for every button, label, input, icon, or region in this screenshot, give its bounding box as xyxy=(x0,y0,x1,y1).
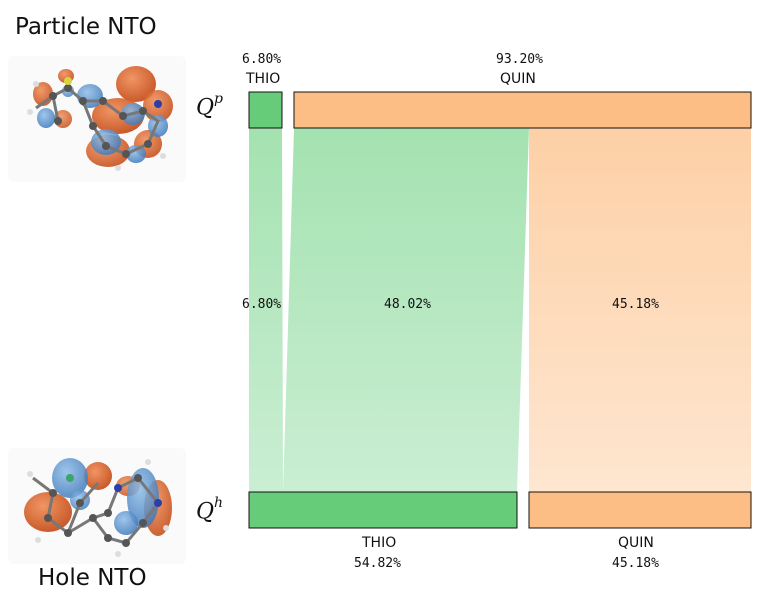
top-block-quin xyxy=(294,92,751,128)
flow-quin-thio-label: 48.02% xyxy=(384,297,431,312)
top-thio-label: THIO xyxy=(246,71,280,87)
flow-thio-thio-label: 6.80% xyxy=(242,297,281,312)
top-quin-percent: 93.20% xyxy=(496,52,543,67)
bottom-block-thio xyxy=(249,492,517,528)
bottom-block-quin xyxy=(529,492,751,528)
bottom-quin-label: QUIN xyxy=(618,535,654,551)
top-quin-label: QUIN xyxy=(500,71,536,87)
bottom-thio-percent: 54.82% xyxy=(354,556,401,571)
flow-quin-quin-label: 45.18% xyxy=(612,297,659,312)
bottom-thio-label: THIO xyxy=(362,535,396,551)
bottom-quin-percent: 45.18% xyxy=(612,556,659,571)
top-thio-percent: 6.80% xyxy=(242,52,281,67)
top-block-thio xyxy=(249,92,282,128)
